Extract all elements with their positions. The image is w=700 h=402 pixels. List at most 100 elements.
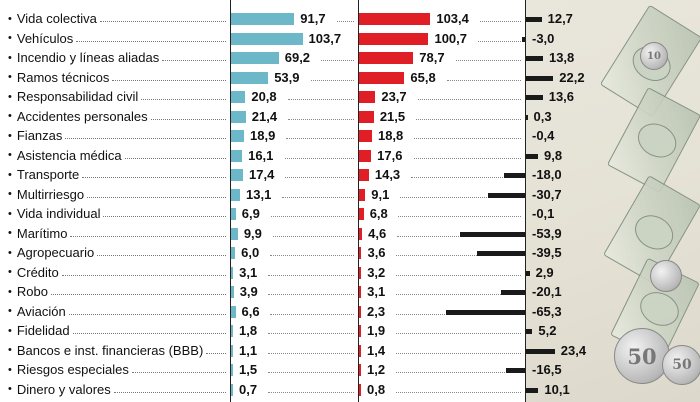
bar-series-2 [359,169,369,181]
value-label-series-3: -18,0 [532,167,562,182]
value-label-series-2: 3,2 [367,264,386,280]
dotted-leader [268,294,354,295]
bar-series-1 [231,188,241,201]
dotted-leader [395,294,521,295]
category-name: Responsabilidad civil [16,89,139,105]
bar-series-3 [505,368,526,373]
value-label-series-2: 4,6 [368,225,387,241]
bar-series-2 [359,344,361,357]
dotted-leader [413,157,521,159]
dotted-leader [310,79,354,81]
bullet-marker: • [8,207,12,220]
value-label-series-3: -3,0 [532,30,555,46]
category-label: • Vida individual [8,204,230,224]
dotted-leader [112,79,226,81]
bar-series-1 [231,32,303,45]
bar-series-3 [503,173,526,178]
value-label-series-3: 10,1 [544,381,570,397]
category-name: Fidelidad [16,323,70,339]
bar-series-2 [359,383,361,396]
bar-series-3 [488,192,526,198]
value-label-series-2: 103,4 [436,11,469,26]
value-label-series-1: 18,9 [250,128,276,143]
table-row: • Fidelidad 1,8 1,9 5,2 [0,321,700,341]
table-row: • Asistencia médica 16,1 17,6 9,8 [0,146,700,166]
table-row: • Crédito 3,1 3,2 2,9 [0,263,700,283]
value-label-series-2: 2,3 [367,303,386,319]
bar-series-2 [359,32,429,45]
dotted-leader [396,235,521,237]
bullet-marker: • [8,12,12,25]
dotted-leader [61,274,226,276]
category-name: Crédito [16,264,59,280]
value-label-series-2: 1,9 [367,323,386,338]
value-label-series-3: 22,2 [559,69,585,85]
value-label-series-1: 17,4 [249,167,275,182]
value-label-series-3: 2,9 [535,264,554,280]
dotted-leader [269,255,354,256]
bar-series-3 [526,270,530,276]
value-label-series-2: 3,6 [367,245,386,260]
value-label-series-2: 17,6 [377,147,403,163]
category-name: Accidentes personales [16,108,148,124]
category-label: • Marítimo [8,224,230,244]
dotted-leader [113,391,226,393]
table-row: • Incendio y líneas aliadas 69,2 78,7 13,8 [0,48,700,68]
category-name: Aviación [16,303,66,319]
bullet-marker: • [8,90,12,103]
dotted-leader [455,60,521,61]
coin-icon: 50 [614,328,670,384]
dotted-leader [396,274,521,276]
value-label-series-3: -53,9 [532,225,562,241]
coin-icon: 10 [640,42,668,70]
dotted-leader [286,138,354,139]
value-label-series-1: 3,9 [239,284,258,299]
bullet-marker: • [8,383,12,396]
dotted-leader [103,216,226,218]
category-label: • Vida colectiva [8,9,230,29]
bar-series-2 [359,325,361,337]
bar-series-1 [231,71,269,84]
bar-series-2 [359,247,362,259]
category-label: • Transporte [8,165,230,185]
dotted-leader [395,333,521,334]
dotted-leader [270,313,354,315]
value-label-series-3: -20,1 [532,284,562,299]
value-label-series-1: 53,9 [274,69,300,85]
dotted-leader [321,60,354,61]
value-label-series-3: -0,4 [532,128,555,143]
bar-series-3 [526,114,528,120]
bar-series-2 [359,286,362,298]
dotted-leader [267,352,354,354]
bullet-marker: • [8,149,12,162]
dotted-leader [414,138,521,139]
bullet-marker: • [8,266,12,279]
category-name: Multirriesgo [16,186,85,202]
dotted-leader [272,235,354,237]
dotted-leader [68,313,226,315]
dotted-leader [288,118,354,120]
value-label-series-2: 18,8 [377,128,404,143]
category-name: Asistencia médica [16,147,122,163]
value-label-series-3: 5,2 [538,323,557,338]
dotted-leader [398,216,521,217]
category-name: Incendio y líneas aliadas [16,50,160,66]
dotted-leader [99,21,226,23]
bar-series-1 [231,130,245,142]
bullet-marker: • [8,285,12,298]
value-label-series-3: -65,3 [532,303,562,319]
bar-series-3 [477,251,526,256]
value-label-series-1: 91,7 [300,11,326,26]
bullet-marker: • [8,129,12,142]
dotted-leader [87,196,226,198]
bar-series-1 [231,169,243,181]
dotted-leader [97,255,226,257]
value-label-series-2: 23,7 [381,89,407,104]
dotted-leader [124,157,226,159]
value-label-series-1: 0,7 [239,381,258,397]
table-row: • Multirriesgo 13,1 9,1 -30,7 [0,185,700,205]
table-row: • Marítimo 9,9 4,6 -53,9 [0,224,700,244]
value-label-series-1: 1,8 [239,323,258,338]
table-row: • Vida individual 6,9 6,8 -0,1 [0,204,700,224]
category-label: • Ramos técnicos [8,68,230,88]
